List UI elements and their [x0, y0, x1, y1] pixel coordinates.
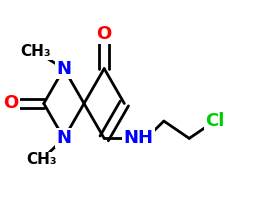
Text: CH₃: CH₃ [26, 152, 57, 167]
Text: Cl: Cl [205, 112, 224, 130]
Text: NH: NH [124, 129, 153, 147]
Text: N: N [56, 129, 72, 147]
Text: O: O [3, 94, 18, 112]
Text: CH₃: CH₃ [20, 44, 51, 59]
Text: O: O [96, 25, 112, 43]
Text: N: N [56, 60, 72, 78]
